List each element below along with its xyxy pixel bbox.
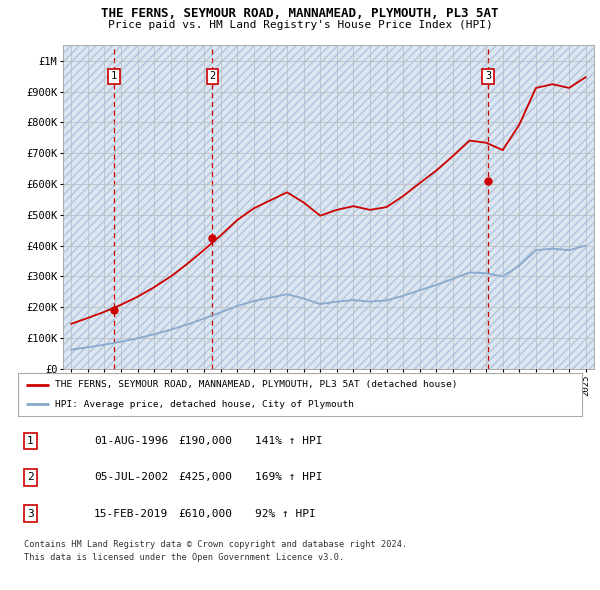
- Text: THE FERNS, SEYMOUR ROAD, MANNAMEAD, PLYMOUTH, PL3 5AT (detached house): THE FERNS, SEYMOUR ROAD, MANNAMEAD, PLYM…: [55, 381, 457, 389]
- Text: 3: 3: [27, 509, 34, 519]
- Text: 05-JUL-2002: 05-JUL-2002: [94, 473, 169, 482]
- Text: 141% ↑ HPI: 141% ↑ HPI: [255, 436, 322, 446]
- Text: 169% ↑ HPI: 169% ↑ HPI: [255, 473, 322, 482]
- Text: THE FERNS, SEYMOUR ROAD, MANNAMEAD, PLYMOUTH, PL3 5AT: THE FERNS, SEYMOUR ROAD, MANNAMEAD, PLYM…: [101, 7, 499, 20]
- Text: 01-AUG-1996: 01-AUG-1996: [94, 436, 169, 446]
- Text: 92% ↑ HPI: 92% ↑ HPI: [255, 509, 316, 519]
- Text: 1: 1: [111, 71, 117, 81]
- Text: Price paid vs. HM Land Registry's House Price Index (HPI): Price paid vs. HM Land Registry's House …: [107, 20, 493, 30]
- Text: £425,000: £425,000: [178, 473, 232, 482]
- Text: Contains HM Land Registry data © Crown copyright and database right 2024.: Contains HM Land Registry data © Crown c…: [24, 540, 407, 549]
- Text: This data is licensed under the Open Government Licence v3.0.: This data is licensed under the Open Gov…: [24, 553, 344, 562]
- Text: 3: 3: [485, 71, 491, 81]
- Text: 15-FEB-2019: 15-FEB-2019: [94, 509, 169, 519]
- Text: 2: 2: [209, 71, 215, 81]
- Text: £610,000: £610,000: [178, 509, 232, 519]
- Text: 2: 2: [27, 473, 34, 482]
- Text: 1: 1: [27, 436, 34, 446]
- Text: £190,000: £190,000: [178, 436, 232, 446]
- Text: HPI: Average price, detached house, City of Plymouth: HPI: Average price, detached house, City…: [55, 400, 353, 409]
